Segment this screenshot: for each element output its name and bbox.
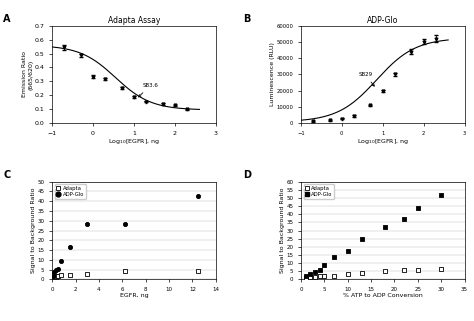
Text: SB3.6: SB3.6 xyxy=(138,83,158,97)
Y-axis label: Signal to Background Ratio: Signal to Background Ratio xyxy=(31,188,36,273)
Point xyxy=(66,273,73,278)
Point xyxy=(54,266,62,271)
Point xyxy=(316,267,323,272)
Legend: Adapta, ADP-Glo: Adapta, ADP-Glo xyxy=(303,184,334,199)
Point xyxy=(438,192,445,197)
Text: A: A xyxy=(3,14,10,24)
Title: Adapta Assay: Adapta Assay xyxy=(108,16,160,25)
Point xyxy=(51,274,58,280)
Point xyxy=(330,255,337,260)
Point xyxy=(83,221,91,226)
Y-axis label: Signal to Background Ratio: Signal to Background Ratio xyxy=(280,188,285,273)
Point xyxy=(381,225,389,230)
Point xyxy=(320,262,328,267)
Point xyxy=(316,274,323,279)
Point xyxy=(194,268,202,273)
Legend: Adapta, ADP-Glo: Adapta, ADP-Glo xyxy=(55,184,86,199)
X-axis label: Log$_{10}$[EGFR], ng: Log$_{10}$[EGFR], ng xyxy=(108,137,160,146)
Point xyxy=(311,269,319,274)
Point xyxy=(52,267,59,272)
Point xyxy=(344,248,351,253)
Point xyxy=(320,273,328,279)
Point xyxy=(49,275,57,280)
Text: B: B xyxy=(244,14,251,24)
Point xyxy=(53,274,61,279)
Point xyxy=(306,275,314,280)
Point xyxy=(306,272,314,277)
Point xyxy=(52,274,59,280)
Point xyxy=(381,269,389,274)
Point xyxy=(83,271,91,276)
Text: SB29: SB29 xyxy=(358,72,374,86)
Point xyxy=(57,273,64,278)
Point xyxy=(302,275,310,280)
Point xyxy=(414,205,421,210)
Point xyxy=(330,273,337,278)
Point xyxy=(121,269,129,274)
Text: C: C xyxy=(3,170,10,180)
Y-axis label: Emission Ratio
(665/620): Emission Ratio (665/620) xyxy=(22,51,33,98)
Point xyxy=(54,273,62,278)
X-axis label: % ATP to ADP Conversion: % ATP to ADP Conversion xyxy=(343,293,423,298)
Point xyxy=(121,221,129,226)
Point xyxy=(400,268,408,273)
Point xyxy=(66,245,73,250)
X-axis label: EGFR, ng: EGFR, ng xyxy=(119,293,148,298)
Point xyxy=(49,274,57,279)
Point xyxy=(438,266,445,271)
Y-axis label: Luminescence (RLU): Luminescence (RLU) xyxy=(270,42,275,106)
Point xyxy=(311,274,319,279)
Point xyxy=(414,267,421,272)
Point xyxy=(344,272,351,277)
Point xyxy=(400,217,408,222)
Point xyxy=(194,194,202,199)
Point xyxy=(57,258,64,263)
Title: ADP-Glo: ADP-Glo xyxy=(367,16,398,25)
Text: D: D xyxy=(244,170,252,180)
Point xyxy=(302,273,310,279)
X-axis label: Log$_{10}$[EGFR], ng: Log$_{10}$[EGFR], ng xyxy=(356,137,409,146)
Point xyxy=(51,270,58,275)
Point xyxy=(358,236,365,241)
Point xyxy=(358,270,365,275)
